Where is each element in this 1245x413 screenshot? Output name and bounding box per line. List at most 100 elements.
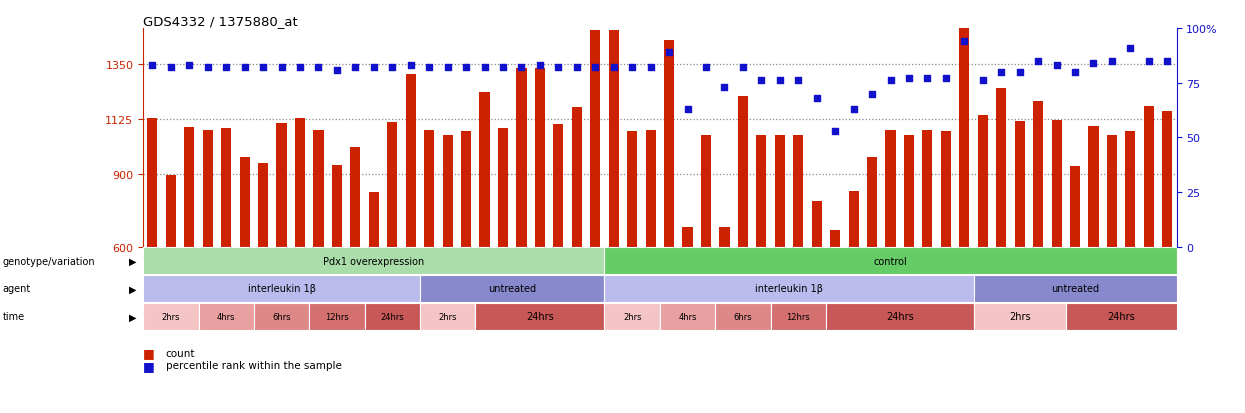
Bar — [605, 275, 974, 302]
Bar — [1033, 102, 1043, 247]
Point — [622, 65, 642, 71]
Bar — [885, 131, 895, 247]
Bar — [184, 128, 194, 247]
Bar — [904, 136, 914, 247]
Text: Pdx1 overexpression: Pdx1 overexpression — [324, 256, 425, 266]
Point — [327, 67, 347, 74]
Bar — [609, 31, 619, 247]
Point — [309, 65, 329, 71]
Bar — [974, 275, 1177, 302]
Text: interleukin 1β: interleukin 1β — [248, 284, 315, 294]
Point — [585, 65, 605, 71]
Text: 24hrs: 24hrs — [381, 312, 405, 321]
Bar — [830, 230, 840, 247]
Point — [1139, 58, 1159, 65]
Bar — [738, 97, 748, 247]
Point — [955, 39, 975, 45]
Bar — [365, 303, 420, 330]
Bar — [553, 125, 564, 247]
Text: ▶: ▶ — [129, 311, 137, 321]
Bar — [143, 303, 198, 330]
Bar — [605, 303, 660, 330]
Bar — [1163, 112, 1173, 247]
Point — [825, 128, 845, 135]
Bar — [476, 303, 605, 330]
Bar — [143, 248, 605, 274]
Bar — [276, 123, 286, 247]
Point — [1047, 63, 1067, 69]
Point — [604, 65, 624, 71]
Text: genotype/variation: genotype/variation — [2, 256, 95, 266]
Point — [271, 65, 291, 71]
Bar — [627, 132, 637, 247]
Bar — [1125, 131, 1135, 247]
Bar — [1107, 135, 1117, 247]
Point — [474, 65, 494, 71]
Bar — [923, 131, 933, 247]
Text: 24hrs: 24hrs — [886, 311, 914, 321]
Text: 2hrs: 2hrs — [1008, 311, 1031, 321]
Text: 12hrs: 12hrs — [325, 312, 349, 321]
Point — [1064, 69, 1084, 76]
Bar — [715, 303, 771, 330]
Bar — [660, 303, 715, 330]
Text: time: time — [2, 311, 25, 321]
Point — [235, 65, 255, 71]
Bar — [1144, 107, 1154, 247]
Text: agent: agent — [2, 284, 31, 294]
Bar — [812, 201, 822, 247]
Point — [1158, 58, 1178, 65]
Point — [364, 65, 383, 71]
Point — [1102, 58, 1122, 65]
Bar — [314, 131, 324, 247]
Bar — [517, 69, 527, 247]
Point — [456, 65, 476, 71]
Bar — [166, 175, 176, 247]
Bar — [664, 41, 674, 247]
Point — [733, 65, 753, 71]
Bar — [849, 191, 859, 247]
Bar — [774, 136, 784, 247]
Text: untreated: untreated — [488, 284, 537, 294]
Text: ▶: ▶ — [129, 284, 137, 294]
Bar — [420, 303, 476, 330]
Bar — [701, 135, 711, 247]
Bar — [867, 157, 878, 247]
Text: percentile rank within the sample: percentile rank within the sample — [166, 361, 341, 370]
Bar — [461, 132, 471, 247]
Text: untreated: untreated — [1051, 284, 1099, 294]
Point — [807, 95, 827, 102]
Point — [530, 63, 550, 69]
Point — [161, 65, 181, 71]
Point — [198, 65, 218, 71]
Text: 24hrs: 24hrs — [1107, 311, 1135, 321]
Bar — [1015, 121, 1025, 247]
Text: 6hrs: 6hrs — [733, 312, 752, 321]
Point — [972, 78, 992, 85]
Bar — [442, 135, 453, 247]
Text: 12hrs: 12hrs — [787, 312, 810, 321]
Point — [142, 63, 162, 69]
Text: ■: ■ — [143, 359, 154, 372]
Bar — [996, 88, 1006, 247]
Point — [382, 65, 402, 71]
Point — [420, 65, 439, 71]
Point — [677, 106, 697, 113]
Point — [1083, 61, 1103, 67]
Bar — [309, 303, 365, 330]
Bar — [1069, 167, 1081, 247]
Point — [715, 85, 735, 91]
Bar — [571, 108, 581, 247]
Point — [179, 63, 199, 69]
Bar — [479, 93, 489, 247]
Point — [788, 78, 808, 85]
Point — [512, 65, 532, 71]
Bar — [222, 128, 232, 247]
Bar — [295, 119, 305, 247]
Point — [752, 78, 772, 85]
Point — [936, 76, 956, 83]
Point — [1028, 58, 1048, 65]
Bar — [771, 303, 825, 330]
Bar — [590, 31, 600, 247]
Text: 4hrs: 4hrs — [679, 312, 697, 321]
